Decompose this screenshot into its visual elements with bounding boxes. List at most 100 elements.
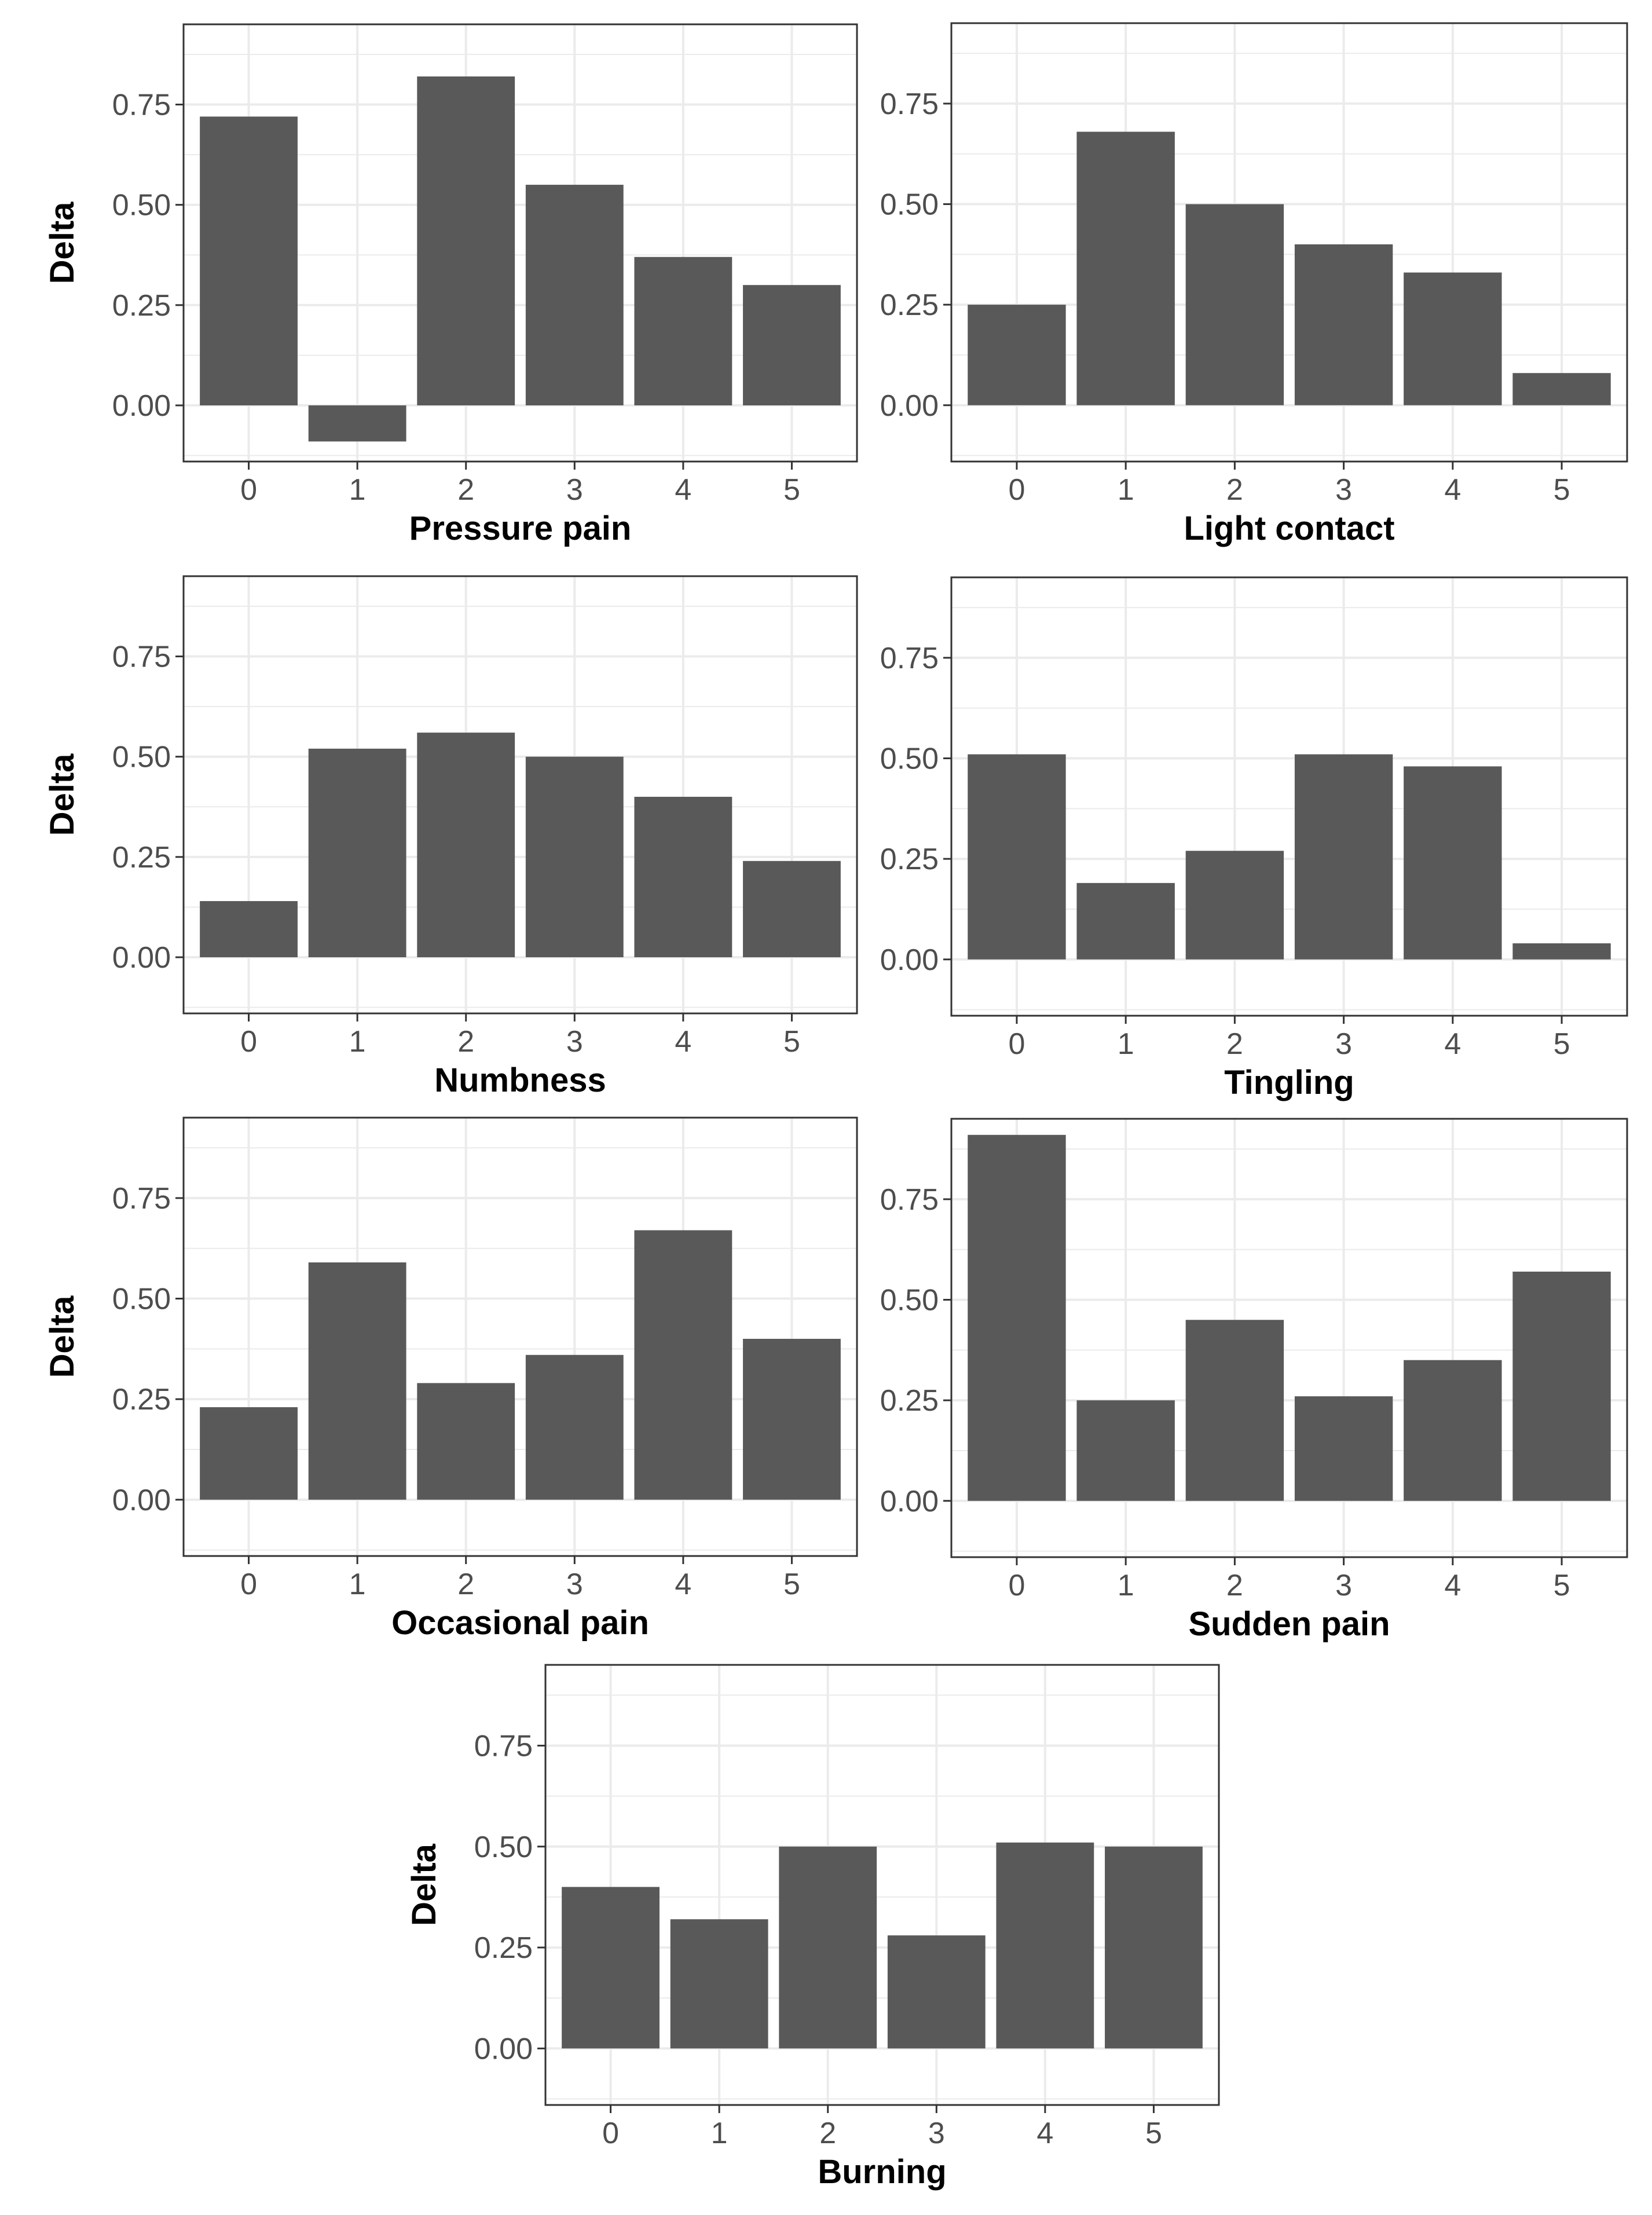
- bar-1: [1076, 131, 1175, 405]
- x-tick-label: 0: [240, 473, 257, 507]
- x-tick-label: 2: [1226, 1569, 1243, 1602]
- bar-4: [1404, 766, 1502, 960]
- y-tick-label: 0.50: [880, 1284, 939, 1317]
- x-tick-label: 5: [783, 1025, 800, 1059]
- x-tick-label: 0: [240, 1025, 257, 1059]
- bar-2: [417, 733, 515, 958]
- bar-4: [996, 1842, 1094, 2049]
- y-axis-title: Delta: [405, 1843, 443, 1926]
- x-tick-label: 5: [1554, 473, 1570, 507]
- y-tick-label: 0.00: [474, 2032, 533, 2066]
- chart-panel-2: 0.00 0.25 0.50 0.75 0 1 2 3 4 5 Numbness Delta: [43, 575, 858, 1099]
- bar-0: [200, 1407, 298, 1500]
- y-tick-label: 0.75: [880, 642, 939, 675]
- x-tick-label: 4: [675, 1568, 691, 1601]
- panel-border: [182, 23, 858, 463]
- bar-0: [968, 1134, 1066, 1501]
- x-tick-label: 1: [711, 2117, 728, 2150]
- x-tick-label: 2: [1226, 473, 1243, 507]
- y-tick-label: 0.25: [112, 841, 171, 874]
- bar-2: [1185, 204, 1284, 405]
- bar-1: [308, 405, 406, 442]
- y-tick-label: 0.75: [112, 89, 171, 122]
- x-tick-label: 4: [675, 473, 691, 507]
- y-axis-title: Delta: [43, 753, 81, 836]
- bar-3: [525, 756, 624, 958]
- bar-5: [1512, 373, 1611, 405]
- x-tick-label: 1: [349, 473, 366, 507]
- x-tick-label: 2: [1226, 1027, 1243, 1061]
- panel-border: [182, 1116, 858, 1557]
- y-tick-label: 0.25: [474, 1931, 533, 1965]
- x-tick-label: 0: [1008, 1027, 1025, 1061]
- y-tick-label: 0.25: [112, 1383, 171, 1416]
- x-axis-title: Occasional pain: [391, 1604, 649, 1642]
- chart-panel-5: 0.00 0.25 0.50 0.75 0 1 2 3 4 5 Sudden pain: [880, 1118, 1628, 1643]
- panel-border: [544, 1664, 1220, 2106]
- x-tick-label: 1: [349, 1025, 366, 1059]
- panel-border: [182, 575, 858, 1015]
- y-tick-label: 0.00: [112, 1484, 171, 1517]
- y-tick-label: 0.00: [112, 941, 171, 975]
- x-tick-label: 2: [457, 1025, 474, 1059]
- x-tick-label: 0: [240, 1568, 257, 1601]
- y-tick-label: 0.25: [880, 288, 939, 322]
- bar-2: [417, 76, 515, 406]
- x-tick-label: 3: [566, 1568, 583, 1601]
- bar-5: [1512, 1271, 1611, 1501]
- y-tick-label: 0.00: [112, 389, 171, 423]
- y-tick-label: 0.50: [112, 189, 171, 222]
- y-tick-label: 0.00: [880, 389, 939, 423]
- bar-5: [743, 861, 841, 958]
- bar-1: [670, 1919, 768, 2049]
- x-tick-label: 1: [1118, 1569, 1134, 1602]
- x-tick-label: 5: [783, 473, 800, 507]
- x-tick-label: 2: [457, 473, 474, 507]
- chart-panel-4: 0.00 0.25 0.50 0.75 0 1 2 3 4 5 Occasional pain Del…: [43, 1116, 858, 1642]
- bar-0: [200, 116, 298, 406]
- y-tick-label: 0.25: [880, 1384, 939, 1418]
- x-tick-label: 5: [783, 1568, 800, 1601]
- x-tick-label: 3: [928, 2117, 945, 2150]
- x-tick-label: 1: [349, 1568, 366, 1601]
- bar-2: [417, 1383, 515, 1500]
- x-tick-label: 2: [819, 2117, 836, 2150]
- bar-3: [525, 1354, 624, 1500]
- y-tick-label: 0.00: [880, 1485, 939, 1518]
- y-tick-label: 0.75: [474, 1729, 533, 1763]
- x-axis-title: Tingling: [1224, 1064, 1354, 1101]
- bar-1: [1076, 883, 1175, 960]
- x-axis-title: Sudden pain: [1189, 1605, 1390, 1643]
- x-tick-label: 0: [1008, 1569, 1025, 1602]
- x-tick-label: 4: [1444, 1027, 1461, 1061]
- x-axis-title: Pressure pain: [409, 510, 632, 547]
- x-tick-label: 5: [1554, 1027, 1570, 1061]
- x-tick-label: 4: [1444, 473, 1461, 507]
- chart-panel-6: 0.00 0.25 0.50 0.75 0 1 2 3 4 5 Burning Delta: [405, 1664, 1220, 2191]
- bar-5: [1105, 1846, 1203, 2049]
- bar-4: [634, 796, 732, 958]
- x-tick-label: 3: [566, 473, 583, 507]
- x-tick-label: 3: [566, 1025, 583, 1059]
- x-tick-label: 0: [1008, 473, 1025, 507]
- x-tick-label: 4: [675, 1025, 691, 1059]
- bar-1: [308, 1262, 406, 1500]
- x-tick-label: 1: [1118, 1027, 1134, 1061]
- y-tick-label: 0.50: [112, 1283, 171, 1316]
- bar-5: [743, 285, 841, 406]
- bar-2: [1185, 851, 1284, 960]
- x-tick-label: 5: [1145, 2117, 1162, 2150]
- chart-panel-0: 0.00 0.25 0.50 0.75 0 1 2 3 4 5 Pressure pain Delta: [43, 23, 858, 547]
- y-tick-label: 0.75: [112, 640, 171, 674]
- x-tick-label: 3: [1335, 1027, 1352, 1061]
- panel-border: [950, 1118, 1628, 1558]
- y-tick-label: 0.75: [112, 1182, 171, 1215]
- y-axis-title: Delta: [43, 1295, 81, 1378]
- x-tick-label: 2: [457, 1568, 474, 1601]
- y-tick-label: 0.00: [880, 943, 939, 977]
- bar-0: [968, 754, 1066, 960]
- x-axis-title: Numbness: [434, 1061, 606, 1099]
- bar-3: [1294, 754, 1393, 960]
- bar-2: [1185, 1320, 1284, 1501]
